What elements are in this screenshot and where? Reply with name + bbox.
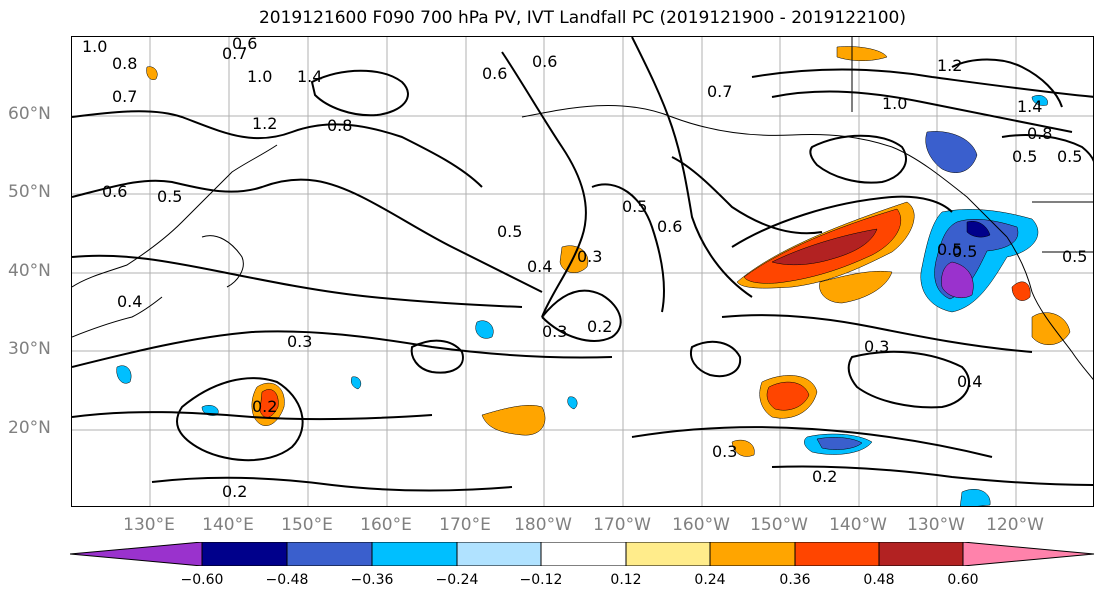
colorbar-tick: 0.60 <box>947 572 979 588</box>
contour-label: 0.4 <box>957 372 982 391</box>
lat-label: 50°N <box>8 182 51 202</box>
contour-label: 1.0 <box>247 67 272 86</box>
lon-label: 160°W <box>672 515 730 535</box>
contour-label: 0.4 <box>527 257 552 276</box>
contour-label: 1.4 <box>1017 97 1042 116</box>
lon-label: 160°E <box>360 515 412 535</box>
colorbar-tick: 0.24 <box>694 572 726 588</box>
lat-label: 20°N <box>8 418 51 438</box>
map-title: 2019121600 F090 700 hPa PV, IVT Landfall… <box>258 8 906 28</box>
contour-label: 0.8 <box>1027 124 1052 143</box>
contour-label: 1.2 <box>937 56 962 75</box>
contour-label: 0.3 <box>577 247 602 266</box>
lon-label: 120°W <box>986 515 1044 535</box>
contour-label: 0.5 <box>622 197 647 216</box>
lon-label: 150°E <box>281 515 333 535</box>
lon-label: 140°E <box>202 515 254 535</box>
contour-label: 0.6 <box>102 182 127 201</box>
contour-label: 0.4 <box>117 292 142 311</box>
lon-label: 180°W <box>514 515 572 535</box>
colorbar-tick: 0.12 <box>610 572 642 588</box>
contour-label: 0.2 <box>252 397 277 416</box>
contour-label: 0.5 <box>952 242 977 261</box>
contour-label: 0.3 <box>542 322 567 341</box>
colorbar-extend-min <box>70 542 203 566</box>
colorbar-tick: −0.12 <box>519 572 563 588</box>
pv-contours <box>72 37 1093 492</box>
map-panel: 1.0 0.6 0.7 0.8 0.7 1.0 1.4 1.2 0.8 0.6 … <box>71 36 1094 507</box>
contour-label: 0.5 <box>1057 147 1082 166</box>
contour-label: 1.0 <box>882 94 907 113</box>
contour-label: 0.6 <box>657 217 682 236</box>
contour-label: 0.5 <box>937 240 962 259</box>
contour-label: 0.7 <box>112 87 137 106</box>
contour-label: 0.2 <box>587 317 612 336</box>
contour-label: 0.5 <box>1012 147 1037 166</box>
contour-label: 0.7 <box>707 82 732 101</box>
lat-label: 40°N <box>8 261 51 281</box>
contour-label: 0.5 <box>157 187 182 206</box>
colorbar-tick: −0.48 <box>265 572 309 588</box>
contour-label: 0.3 <box>287 332 312 351</box>
lon-label: 140°W <box>829 515 887 535</box>
contour-label: 0.6 <box>532 52 557 71</box>
map-plot: 1.0 0.6 0.7 0.8 0.7 1.0 1.4 1.2 0.8 0.6 … <box>72 37 1093 506</box>
lon-label: 170°E <box>439 515 491 535</box>
lon-label: 130°E <box>123 515 175 535</box>
contour-label: 0.5 <box>497 222 522 241</box>
colorbar-tick: −0.60 <box>180 572 224 588</box>
contour-labels: 1.0 0.6 0.7 0.8 0.7 1.0 1.4 1.2 0.8 0.6 … <box>82 37 1087 501</box>
colorbar-tick: 0.48 <box>863 572 895 588</box>
coastlines <box>72 37 1093 380</box>
colorbar-extend-max <box>962 542 1095 566</box>
contour-label: 0.6 <box>482 64 507 83</box>
lat-label: 30°N <box>8 339 51 359</box>
contour-label: 1.2 <box>252 114 277 133</box>
contour-label: 0.2 <box>812 467 837 486</box>
colorbar-tick: −0.24 <box>435 572 479 588</box>
contour-label: 0.8 <box>112 54 137 73</box>
pc-shading <box>116 46 1071 506</box>
contour-label: 0.6 <box>232 37 257 53</box>
contour-label: 0.8 <box>327 116 352 135</box>
contour-label: 0.7 <box>222 44 247 63</box>
contour-label: 1.4 <box>297 67 322 86</box>
contour-label: 0.3 <box>864 337 889 356</box>
lat-label: 60°N <box>8 104 51 124</box>
colorbar <box>70 542 1095 566</box>
colorbar-tick: 0.36 <box>779 572 811 588</box>
contour-label: 1.0 <box>82 37 107 56</box>
contour-label: 0.5 <box>1062 247 1087 266</box>
lon-label: 170°W <box>593 515 651 535</box>
contour-label: 0.2 <box>222 482 247 501</box>
lon-label: 150°W <box>750 515 808 535</box>
colorbar-tick: −0.36 <box>350 572 394 588</box>
contour-label: 0.3 <box>712 442 737 461</box>
lon-label: 130°W <box>907 515 965 535</box>
